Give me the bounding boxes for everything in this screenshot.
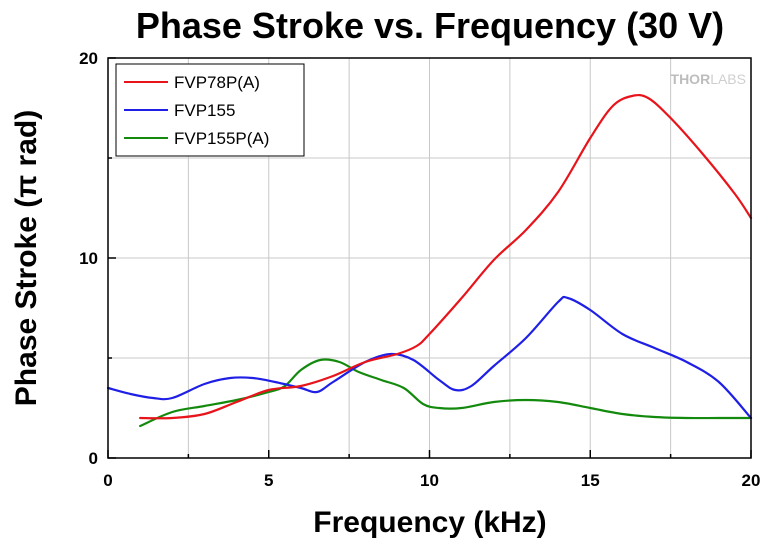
thorlabs-watermark: THORLABS: [671, 71, 746, 87]
x-tick-label: 15: [581, 471, 600, 490]
x-tick-label: 20: [742, 471, 761, 490]
x-tick-label: 0: [103, 471, 112, 490]
legend-label-fvp155pa: FVP155P(A): [174, 129, 269, 148]
series-line-fvp78pa: [139, 93, 753, 420]
y-axis-label: Phase Stroke (π rad): [10, 110, 43, 406]
legend-label-fvp155: FVP155: [174, 101, 235, 120]
x-axis-label: Frequency (kHz): [313, 506, 546, 539]
series-line-fvp155: [106, 295, 753, 420]
axis-ticks: [107, 57, 752, 459]
y-tick-label: 20: [79, 49, 98, 68]
tick-labels: 0 5 10 15 20 0 10 20: [79, 49, 760, 490]
legend: FVP78P(A) FVP155 FVP155P(A): [115, 63, 305, 157]
grid: [108, 58, 751, 458]
series-lines: [106, 93, 753, 428]
chart-title: Phase Stroke vs. Frequency (30 V): [136, 5, 724, 46]
x-tick-label: 5: [264, 471, 273, 490]
y-tick-label: 10: [79, 249, 98, 268]
series-line-fvp155pa: [139, 358, 753, 428]
y-tick-label: 0: [89, 449, 98, 468]
x-tick-label: 10: [420, 471, 439, 490]
legend-label-fvp78pa: FVP78P(A): [174, 73, 260, 92]
